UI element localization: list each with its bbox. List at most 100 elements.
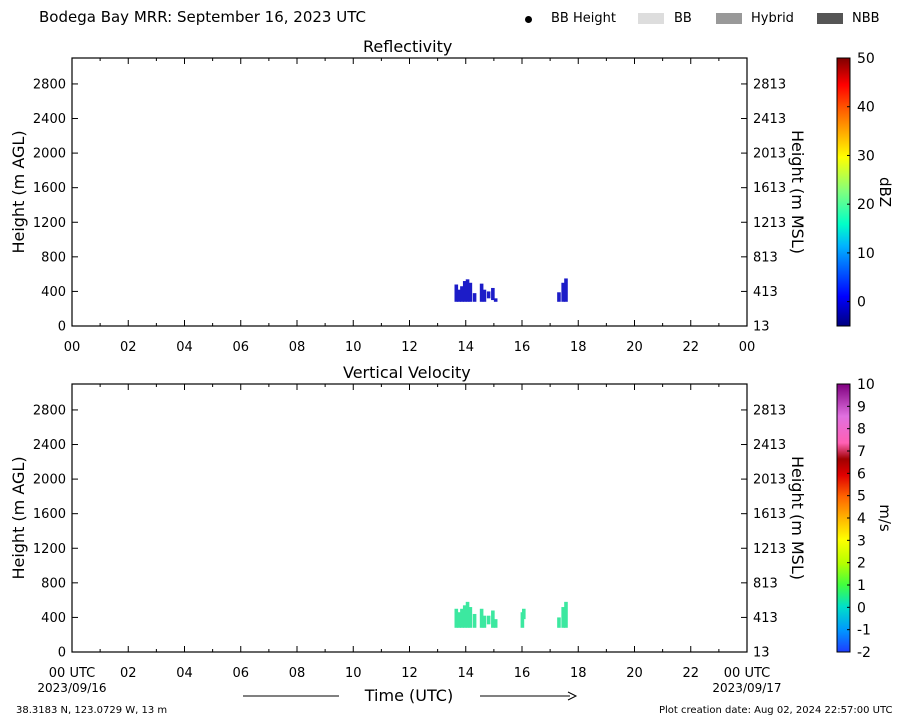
refl-data-column	[564, 278, 568, 302]
refl-x-tick-label: 10	[345, 340, 362, 355]
nbb-legend-label: NBB	[852, 11, 880, 26]
vel-data-column	[482, 615, 487, 628]
vel-data-column	[479, 608, 484, 628]
location-text: 38.3183 N, 123.0729 W, 13 m	[16, 705, 168, 716]
vel-x-tick-label: 00 UTC	[49, 666, 95, 681]
vel-plot-frame	[71, 383, 748, 653]
refl-x-tick-label: 00	[739, 340, 756, 355]
vel-data-column	[462, 605, 467, 628]
refl-y-tick-label: 1200	[33, 216, 66, 231]
refl-data-column	[468, 282, 473, 302]
refl-data-column	[491, 287, 495, 301]
refl-colorbar-tick-label: 20	[857, 197, 875, 213]
vel-data-column	[493, 619, 498, 628]
vel-y-right-tick-label: 2413	[753, 438, 786, 453]
refl-y-right-tick-label: 2813	[753, 77, 786, 92]
refl-x-tick-label: 00	[64, 340, 81, 355]
refl-y-tick-label: 0	[58, 320, 66, 335]
vel-y-right-tick-label: 13	[753, 646, 770, 661]
refl-data-column	[454, 284, 459, 302]
refl-data-column	[493, 298, 498, 302]
vel-x-tick-label: 16	[514, 666, 531, 681]
vel-x-tick-label: 00 UTC	[724, 666, 770, 681]
refl-data-column	[460, 286, 464, 302]
reflectivity-title: Reflectivity	[363, 37, 453, 56]
refl-data-column	[482, 289, 487, 302]
vel-colorbar-tick-label: 2	[857, 556, 866, 572]
vel-y-axis-label-right: Height (m MSL)	[788, 456, 807, 580]
vel-y-tick-label: 2000	[33, 473, 66, 488]
vel-x-tick-label: 12	[401, 666, 418, 681]
vel-y-tick-label: 2800	[33, 403, 66, 418]
refl-y-right-tick-label: 813	[753, 250, 778, 265]
refl-colorbar-tick-label: 0	[857, 295, 866, 311]
refl-y-right-tick-label: 13	[753, 320, 770, 335]
vel-y-axis-label: Height (m AGL)	[9, 456, 28, 579]
start-date-label: 2023/09/16	[37, 681, 106, 695]
footer-annotations: 2023/09/16 2023/09/17 Time (UTC)	[37, 681, 781, 705]
refl-colorbar-label: dBZ	[876, 177, 894, 207]
vel-y-right-tick-label: 413	[753, 611, 778, 626]
vel-y-right-tick-label: 1613	[753, 507, 786, 522]
vel-x-tick-label: 02	[120, 666, 137, 681]
vel-colorbar-tick-label: 3	[857, 533, 866, 549]
vel-x-tick-label: 20	[626, 666, 643, 681]
refl-y-tick-label: 400	[41, 285, 66, 300]
vel-colorbar-tick-label: 5	[857, 489, 866, 505]
vel-colorbar-label: m/s	[876, 504, 894, 532]
vel-data-column	[520, 612, 525, 628]
hybrid-legend-swatch	[716, 13, 742, 24]
vel-colorbar-tick-label: 1	[857, 578, 866, 594]
vel-colorbar-tick-label: 10	[857, 377, 875, 393]
vel-data-column	[465, 601, 470, 628]
vel-colorbar-tick-label: -2	[857, 645, 871, 661]
vel-x-tick-label: 06	[232, 666, 249, 681]
vel-data-column	[454, 608, 459, 628]
bb-height-legend-marker	[525, 16, 532, 23]
refl-y-tick-label: 2400	[33, 112, 66, 127]
refl-data-column	[561, 282, 565, 302]
refl-plot-frame	[71, 57, 748, 327]
vel-y-tick-label: 400	[41, 611, 66, 626]
nbb-legend-swatch	[817, 13, 843, 24]
creation-date-text: Plot creation date: Aug 02, 2024 22:57:0…	[659, 705, 893, 716]
refl-x-tick-label: 06	[232, 340, 249, 355]
end-date-label: 2023/09/17	[712, 681, 781, 695]
x-axis-label: Time (UTC)	[364, 686, 453, 705]
refl-x-tick-label: 22	[682, 340, 699, 355]
vertical-velocity-title: Vertical Velocity	[343, 363, 471, 382]
vel-colorbar-tick-label: 7	[857, 444, 866, 460]
bb-legend-swatch	[638, 13, 664, 24]
vel-colorbar-tick-label: -1	[857, 623, 871, 639]
refl-colorbar-tick-label: 40	[857, 100, 875, 116]
vel-x-tick-label: 10	[345, 666, 362, 681]
refl-x-tick-label: 08	[289, 340, 306, 355]
refl-data-column	[457, 289, 461, 302]
time-arrow-head	[567, 691, 578, 701]
refl-x-tick-label: 18	[570, 340, 587, 355]
refl-y-tick-label: 800	[41, 250, 66, 265]
vel-colorbar-tick-label: 6	[857, 466, 866, 482]
refl-x-tick-label: 16	[514, 340, 531, 355]
vel-colorbar-tick-label: 0	[857, 600, 866, 616]
refl-x-tick-label: 02	[120, 340, 137, 355]
refl-colorbar-tick-label: 50	[857, 51, 875, 67]
vel-y-right-tick-label: 1213	[753, 542, 786, 557]
vel-x-tick-label: 04	[176, 666, 193, 681]
refl-y-right-tick-label: 2013	[753, 147, 786, 162]
vel-y-tick-label: 0	[58, 646, 66, 661]
refl-y-axis-label: Height (m AGL)	[9, 130, 28, 253]
vel-y-tick-label: 1600	[33, 507, 66, 522]
vel-data-column	[557, 617, 561, 628]
refl-x-tick-label: 14	[457, 340, 474, 355]
refl-data-column	[486, 291, 491, 299]
refl-colorbar-tick-label: 10	[857, 246, 875, 262]
vel-data-column	[522, 608, 526, 620]
refl-data-column	[462, 281, 467, 302]
refl-colorbar-tick-label: 30	[857, 148, 875, 164]
refl-x-tick-label: 12	[401, 340, 418, 355]
refl-colorbar	[836, 57, 851, 327]
